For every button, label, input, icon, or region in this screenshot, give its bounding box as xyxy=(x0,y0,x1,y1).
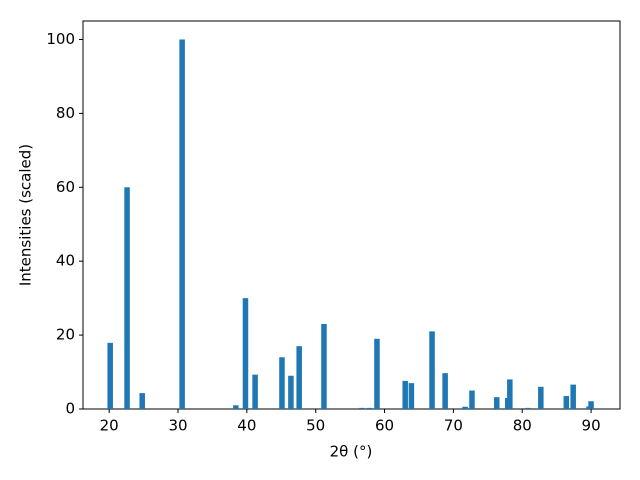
x-tick-label: 90 xyxy=(582,417,601,435)
bar xyxy=(321,324,327,409)
bar xyxy=(279,357,285,409)
plot-frame xyxy=(82,20,621,410)
x-tick-label: 20 xyxy=(100,417,119,435)
bar xyxy=(179,39,185,409)
bar xyxy=(366,407,373,409)
y-tick-label: 20 xyxy=(56,326,75,344)
y-tick-label: 60 xyxy=(56,178,75,196)
bar xyxy=(494,397,500,409)
x-axis-label: 2θ (°) xyxy=(330,443,373,461)
x-tick-label: 40 xyxy=(237,417,256,435)
x-tick-label: 70 xyxy=(444,417,463,435)
bar xyxy=(359,407,365,409)
x-tick-label: 50 xyxy=(306,417,325,435)
bar xyxy=(242,298,249,409)
bar xyxy=(524,407,531,409)
bar xyxy=(233,405,239,409)
bar xyxy=(538,386,544,409)
y-tick-label: 100 xyxy=(46,30,75,48)
bar xyxy=(429,331,435,409)
bar xyxy=(469,390,475,409)
bar xyxy=(296,346,302,409)
y-axis-label: Intensities (scaled) xyxy=(17,144,35,286)
x-tick-label: 30 xyxy=(168,417,187,435)
bar xyxy=(402,380,408,409)
y-tick-label: 40 xyxy=(56,252,75,270)
bar xyxy=(570,384,576,409)
x-tick-label: 80 xyxy=(513,417,532,435)
bar xyxy=(252,374,258,409)
bar xyxy=(288,375,294,409)
bar xyxy=(442,373,448,409)
bar xyxy=(124,187,130,409)
y-tick-label: 0 xyxy=(65,400,75,418)
bar xyxy=(588,401,594,409)
bar xyxy=(507,379,513,409)
bar xyxy=(563,396,570,409)
x-tick-label: 60 xyxy=(375,417,394,435)
bar xyxy=(107,342,113,409)
y-tick-label: 80 xyxy=(56,104,75,122)
bar xyxy=(139,393,145,409)
bar xyxy=(462,406,468,409)
bar xyxy=(408,383,415,409)
bar xyxy=(374,338,380,409)
